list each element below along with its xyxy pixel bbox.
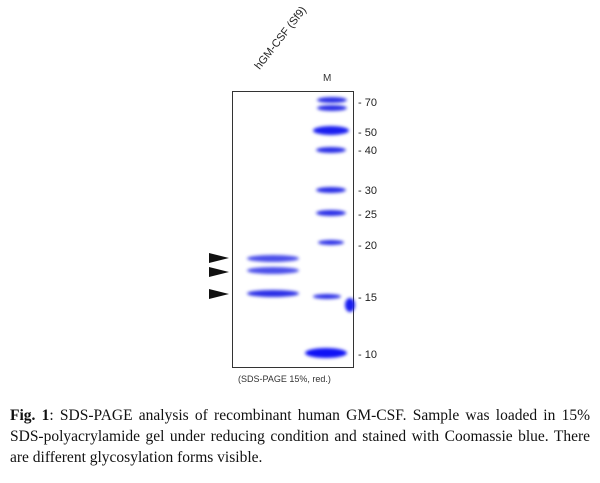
caption-text: : SDS-PAGE analysis of recombinant human… <box>10 407 590 466</box>
marker-band-30 <box>316 187 346 193</box>
marker-band-15 <box>313 294 341 299</box>
mw-label-25: - 25 <box>358 209 377 221</box>
marker-band-70 <box>317 97 347 103</box>
lane-label: hGM-CSF (Sf9) <box>252 4 310 73</box>
gel-image <box>232 91 355 368</box>
mw-label-70: - 70 <box>358 97 377 109</box>
arrow-icon <box>209 267 229 277</box>
sample-band-1 <box>247 255 299 262</box>
sample-band-3 <box>247 290 299 297</box>
mw-label-50: - 50 <box>358 127 377 139</box>
arrow-icon <box>209 253 229 263</box>
edge-spot <box>345 298 355 312</box>
mw-label-30: - 30 <box>358 185 377 197</box>
arrow-icon <box>209 289 229 299</box>
marker-band-70b <box>317 105 347 111</box>
marker-band-25 <box>316 210 346 216</box>
marker-band-50 <box>313 126 349 135</box>
mw-label-20: - 20 <box>358 240 377 252</box>
sample-band-2 <box>247 267 299 274</box>
marker-lane-label: M <box>323 73 332 84</box>
marker-band-40 <box>316 147 346 153</box>
mw-label-40: - 40 <box>358 145 377 157</box>
marker-band-20 <box>318 240 344 245</box>
gel-note: (SDS-PAGE 15%, red.) <box>238 374 331 384</box>
caption-label: Fig. 1 <box>10 407 50 424</box>
mw-label-10: - 10 <box>358 349 377 361</box>
figure-caption: Fig. 1: SDS-PAGE analysis of recombinant… <box>10 405 590 468</box>
marker-band-10 <box>305 348 347 358</box>
mw-label-15: - 15 <box>358 292 377 304</box>
